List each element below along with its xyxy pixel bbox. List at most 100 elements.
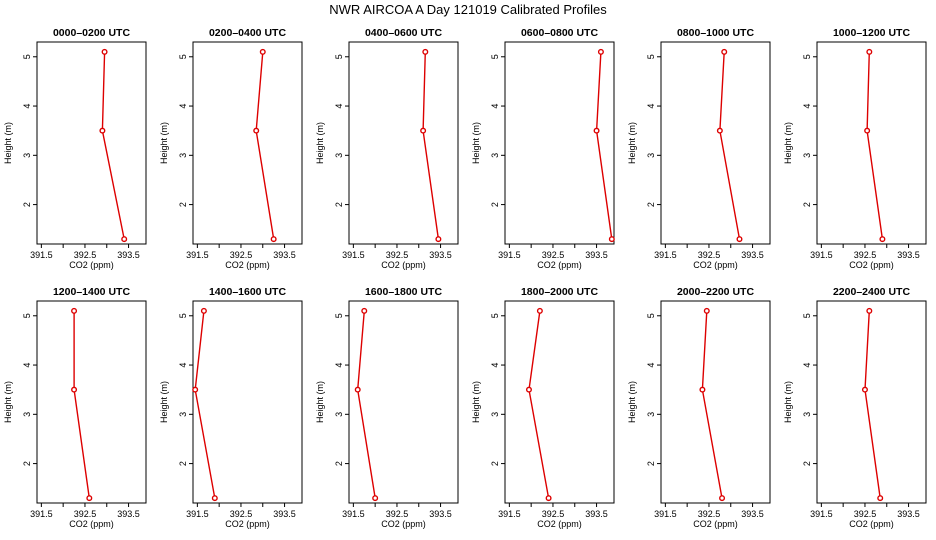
profile-line <box>595 51 613 240</box>
x-tick-label: 393.5 <box>741 509 764 519</box>
data-point <box>703 307 710 314</box>
y-tick-label: 3 <box>178 412 188 417</box>
x-tick-label: 393.5 <box>273 509 296 519</box>
y-axis-label: Height (m) <box>159 122 169 164</box>
x-axis-label: CO2 (ppm) <box>225 260 270 270</box>
x-axis-label: CO2 (ppm) <box>693 260 738 270</box>
y-tick-label: 2 <box>178 461 188 466</box>
y-tick-label: 2 <box>646 461 656 466</box>
x-axis-label: CO2 (ppm) <box>537 519 582 529</box>
data-point <box>259 48 266 55</box>
x-tick-label: 391.5 <box>810 250 833 260</box>
data-point <box>545 495 552 502</box>
x-axis-label: CO2 (ppm) <box>537 260 582 270</box>
profile-line <box>866 51 884 240</box>
y-axis-label: Height (m) <box>471 381 481 423</box>
x-tick-label: 393.5 <box>273 250 296 260</box>
panel-title: 0400–0600 UTC <box>365 27 442 39</box>
x-tick-label: 393.5 <box>741 250 764 260</box>
y-tick-label: 2 <box>334 202 344 207</box>
x-axis-label: CO2 (ppm) <box>849 519 894 529</box>
x-tick-label: 393.5 <box>897 250 920 260</box>
y-tick-label: 2 <box>490 202 500 207</box>
y-tick-label: 2 <box>178 202 188 207</box>
data-point <box>200 307 207 314</box>
figure-title: NWR AIRCOA A Day 121019 Calibrated Profi… <box>329 2 607 17</box>
y-axis-label: Height (m) <box>3 381 13 423</box>
y-tick-label: 5 <box>334 313 344 318</box>
y-tick-label: 5 <box>22 313 32 318</box>
y-axis-label: Height (m) <box>3 122 13 164</box>
y-tick-label: 4 <box>646 363 656 368</box>
plot-frame <box>348 41 459 245</box>
y-tick-label: 3 <box>646 153 656 158</box>
plot-frame <box>504 41 615 245</box>
y-axis-label: Height (m) <box>159 381 169 423</box>
plot-frame <box>504 300 615 504</box>
y-tick-label: 5 <box>178 313 188 318</box>
panel-title: 1400–1600 UTC <box>209 286 286 298</box>
panel-title: 0600–0800 UTC <box>521 27 598 39</box>
y-tick-label: 4 <box>802 363 812 368</box>
panel-title: 1000–1200 UTC <box>833 27 910 39</box>
data-point <box>101 48 108 55</box>
y-tick-label: 5 <box>802 54 812 59</box>
data-point <box>361 307 368 314</box>
data-point <box>877 495 884 502</box>
data-point <box>736 236 743 243</box>
x-tick-label: 393.5 <box>117 509 140 519</box>
x-tick-label: 392.5 <box>542 509 565 519</box>
y-axis-label: Height (m) <box>627 122 637 164</box>
y-axis-label: Height (m) <box>315 122 325 164</box>
x-tick-label: 392.5 <box>854 509 877 519</box>
x-tick-label: 392.5 <box>386 509 409 519</box>
data-point <box>879 236 886 243</box>
profile-line <box>528 310 550 499</box>
y-tick-label: 3 <box>646 412 656 417</box>
panel-title: 0800–1000 UTC <box>677 27 754 39</box>
x-axis-label: CO2 (ppm) <box>381 519 426 529</box>
y-tick-label: 3 <box>22 412 32 417</box>
data-point <box>608 236 615 243</box>
profile-line <box>356 310 376 499</box>
profile-line <box>255 51 275 240</box>
profile-line <box>101 51 125 240</box>
y-tick-label: 5 <box>22 54 32 59</box>
y-tick-label: 5 <box>646 54 656 59</box>
data-point <box>866 307 873 314</box>
y-tick-label: 5 <box>178 54 188 59</box>
y-tick-label: 2 <box>490 461 500 466</box>
data-point <box>372 495 379 502</box>
y-tick-label: 4 <box>178 104 188 109</box>
profile-line <box>864 310 881 499</box>
x-tick-label: 391.5 <box>654 250 677 260</box>
y-tick-label: 3 <box>802 153 812 158</box>
x-tick-label: 393.5 <box>429 509 452 519</box>
y-tick-label: 2 <box>22 202 32 207</box>
x-tick-label: 391.5 <box>810 509 833 519</box>
data-point <box>71 386 78 393</box>
x-tick-label: 392.5 <box>698 250 721 260</box>
x-tick-label: 391.5 <box>186 250 209 260</box>
data-point <box>861 386 868 393</box>
x-tick-label: 391.5 <box>30 509 53 519</box>
plot-frame <box>660 300 771 504</box>
panel-title: 1200–1400 UTC <box>53 286 130 298</box>
data-point <box>86 495 93 502</box>
y-tick-label: 4 <box>490 104 500 109</box>
plot-frame <box>192 41 303 245</box>
data-point <box>99 127 106 134</box>
y-tick-label: 4 <box>490 363 500 368</box>
y-axis-label: Height (m) <box>315 381 325 423</box>
x-tick-label: 392.5 <box>230 250 253 260</box>
plot-frame <box>192 300 303 504</box>
y-tick-label: 4 <box>334 363 344 368</box>
panel-title: 0000–0200 UTC <box>53 27 130 39</box>
panel-title: 1800–2000 UTC <box>521 286 598 298</box>
x-tick-label: 392.5 <box>230 509 253 519</box>
